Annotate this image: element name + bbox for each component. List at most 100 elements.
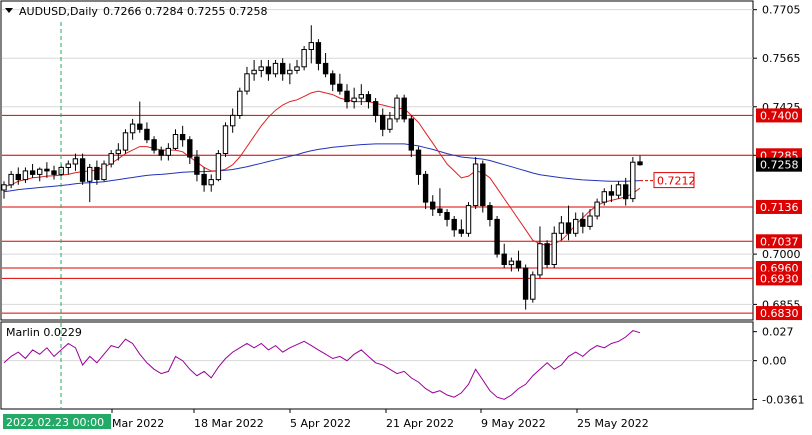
candle-body <box>515 260 522 269</box>
candle <box>387 111 393 133</box>
candle-body <box>222 125 229 155</box>
candle <box>294 59 300 74</box>
candle <box>65 160 71 175</box>
candle-body <box>87 166 93 182</box>
candle <box>179 125 186 147</box>
candle-body <box>501 253 507 266</box>
main-pane <box>0 0 754 321</box>
candle <box>237 87 243 119</box>
candles <box>1 25 643 310</box>
candle <box>222 122 229 158</box>
candle-body <box>272 62 279 75</box>
candle-body <box>372 101 379 116</box>
candle-body <box>1 184 7 191</box>
candle-body <box>344 90 350 103</box>
indicator-label: Marlin 0.0229 <box>6 326 82 339</box>
candle <box>94 160 100 185</box>
candle-body <box>215 153 222 181</box>
candle-body <box>630 161 636 200</box>
candle-body <box>8 173 14 186</box>
candle-body <box>330 73 336 85</box>
candle-body <box>44 168 50 172</box>
candle-body <box>129 123 136 134</box>
date-tick-label: 5 Apr 2022 <box>290 417 351 430</box>
level-lines: 0.7212 <box>2 114 753 314</box>
level-label: 0.7400 <box>760 109 799 122</box>
candle-body <box>430 201 436 210</box>
price-axis: 0.77050.75650.74250.72850.70000.68550.74… <box>753 4 804 406</box>
dropdown-triangle-icon[interactable] <box>5 8 13 13</box>
candle-body <box>265 66 272 75</box>
candle-body <box>401 97 407 120</box>
price-tick-label: 0.7000 <box>762 248 801 261</box>
candle-body <box>51 170 57 175</box>
candle-body <box>565 222 572 234</box>
candle-body <box>151 139 157 151</box>
date-tick-label: 18 Mar 2022 <box>194 417 264 430</box>
candle <box>537 226 543 279</box>
level-label-box <box>756 234 802 249</box>
candle-body <box>623 184 629 200</box>
candle <box>51 165 57 180</box>
candle <box>351 87 357 109</box>
candle <box>601 188 607 206</box>
symbol-label: AUDUSD,Daily <box>19 5 98 18</box>
candle-body <box>108 153 114 165</box>
candle <box>465 202 472 237</box>
candle-body <box>551 232 557 266</box>
candle <box>322 53 329 78</box>
candle <box>515 250 522 272</box>
candle-body <box>465 205 472 234</box>
marlin-indicator <box>2 330 753 400</box>
candle <box>301 46 307 71</box>
candle-body <box>244 73 250 92</box>
date-axis: Mar 2022 18 Mar 2022 5 Apr 2022 21 Apr 2022… <box>111 409 649 430</box>
candle-body <box>37 168 43 175</box>
candle <box>158 146 164 161</box>
candle-body <box>65 163 71 168</box>
candle-body <box>537 243 543 276</box>
candle <box>358 84 365 106</box>
candle-body <box>122 132 129 151</box>
candle <box>272 59 279 78</box>
candle-body <box>280 62 286 75</box>
marlin-line <box>3 330 641 400</box>
candle-body <box>637 161 643 166</box>
price-tick-label: 0.7705 <box>762 4 801 17</box>
candle <box>315 39 322 71</box>
candle-body <box>522 267 529 300</box>
candle <box>522 264 529 310</box>
candle-body <box>230 114 236 127</box>
candle <box>472 157 479 210</box>
candle-body <box>158 149 164 156</box>
candle-body <box>601 191 607 203</box>
candle <box>608 184 615 203</box>
candle <box>230 108 236 133</box>
candle-body <box>587 215 593 227</box>
candle-body <box>487 205 493 221</box>
candle <box>87 163 93 203</box>
candle-body <box>608 191 615 196</box>
candle-body <box>137 123 143 130</box>
level-label: 0.6930 <box>760 272 799 285</box>
candle <box>8 170 14 189</box>
candle-body <box>251 69 257 75</box>
candle-body <box>187 139 193 158</box>
candle <box>280 58 286 81</box>
candle-body <box>94 166 100 180</box>
candle <box>408 115 415 158</box>
candle <box>29 163 36 178</box>
current-price-box <box>756 157 802 172</box>
candle-body <box>322 62 329 75</box>
candle <box>501 243 507 268</box>
candle-body <box>237 90 243 116</box>
candle <box>72 153 79 171</box>
ma-slow-line <box>3 143 641 193</box>
candle-body <box>594 201 600 217</box>
candle <box>365 91 372 109</box>
ohlc-values: 0.7266 0.7284 0.7255 0.7258 <box>103 5 267 18</box>
candle-body <box>301 49 307 68</box>
candle <box>1 181 7 199</box>
candle <box>437 188 443 216</box>
